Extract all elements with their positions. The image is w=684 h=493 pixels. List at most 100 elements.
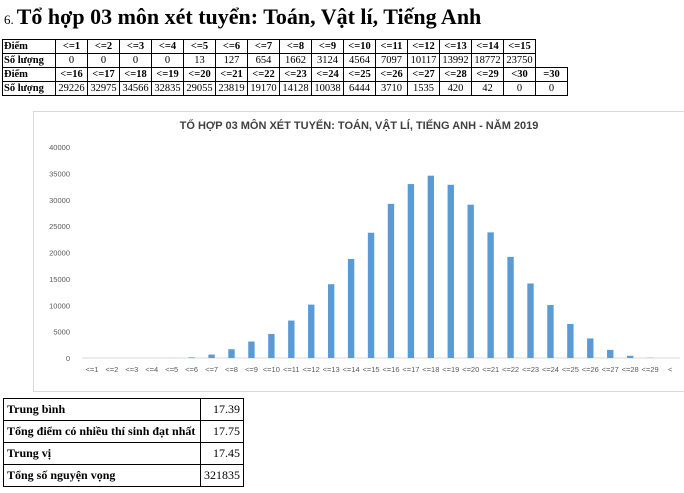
table-cell: 32835 <box>151 81 184 96</box>
table-cell: <=26 <box>375 67 408 82</box>
y-tick-label: 20000 <box>49 249 70 258</box>
table-cell: 10038 <box>311 81 344 96</box>
bar <box>288 320 295 358</box>
table-cell: 0 <box>151 53 184 68</box>
chart-container: 0 5000 10000 15000 20000 25000 30000 35000 40000… <box>33 111 684 392</box>
table-cell: 127 <box>215 53 248 68</box>
x-tick-label: <=24 <box>542 365 559 374</box>
bar <box>387 203 395 358</box>
table-row: Số lượng 0 0 0 0 13 127 654 1662 3124 4564 7097 1011… <box>2 53 568 68</box>
x-tick-label: <=26 <box>582 365 599 374</box>
stat-label: Tổng điểm có nhiều thí sinh đạt nhất <box>3 420 201 443</box>
bar <box>188 357 195 358</box>
table-cell: 23750 <box>503 53 536 68</box>
x-tick-label: <=21 <box>482 365 499 374</box>
row-label: Số lượng <box>2 53 56 68</box>
table-cell: 7097 <box>375 53 408 68</box>
page-title: 6. Tổ hợp 03 môn xét tuyển: Toán, Vật lí,… <box>4 4 481 33</box>
table-cell: <=3 <box>119 39 152 54</box>
table-cell: 4564 <box>343 53 376 68</box>
table-cell: 0 <box>535 81 568 96</box>
x-tick-label: <=3 <box>125 365 138 374</box>
table-cell: <30 <box>503 67 536 82</box>
stat-value: 321835 <box>200 464 244 487</box>
x-tick-label: <=2 <box>105 365 118 374</box>
table-cell: <=2 <box>87 39 120 54</box>
table-cell: <=18 <box>119 67 152 82</box>
bar <box>208 354 215 358</box>
y-tick-label: 30000 <box>49 196 70 205</box>
x-tick-label: <=5 <box>165 365 178 374</box>
bar <box>447 184 454 358</box>
bar <box>228 349 235 358</box>
bar <box>487 232 494 358</box>
table-cell: <=7 <box>247 39 280 54</box>
table-cell: <=11 <box>375 39 408 54</box>
table-cell: <=25 <box>343 67 376 82</box>
x-tick-label: <=17 <box>402 365 419 374</box>
x-tick-label: <=15 <box>362 365 379 374</box>
table-cell: 29226 <box>55 81 88 96</box>
bar <box>547 305 554 358</box>
bar <box>308 304 315 358</box>
bar <box>427 175 435 358</box>
table-cell: <=24 <box>311 67 344 82</box>
score-distribution-table: Điểm <=1 <=2 <=3 <=4 <=5 <=6 <=7 <=8 <=9 <=10 <=11 <… <box>2 39 568 96</box>
table-cell: 1535 <box>407 81 440 96</box>
x-tick-label: <=8 <box>225 365 238 374</box>
table-cell: 14128 <box>279 81 312 96</box>
table-cell: <=12 <box>407 39 440 54</box>
bar <box>527 283 534 358</box>
table-cell: <=20 <box>183 67 216 82</box>
stat-row: Trung vị 17.45 <box>3 442 244 465</box>
table-cell: <=9 <box>311 39 344 54</box>
table-cell: 23819 <box>215 81 248 96</box>
table-cell: <=4 <box>151 39 184 54</box>
bar <box>507 256 514 358</box>
table-cell: 10117 <box>407 53 440 68</box>
stat-value: 17.75 <box>200 420 244 443</box>
bar <box>327 284 335 358</box>
table-cell: 34566 <box>119 81 152 96</box>
table-cell: 1662 <box>279 53 312 68</box>
x-tick-label: <=10 <box>263 365 280 374</box>
chart-title: TỔ HỢP 03 MÔN XÉT TUYỂN: TOÁN, VẬT LÍ, T… <box>179 120 539 132</box>
table-cell: <=5 <box>183 39 216 54</box>
bar <box>626 355 634 358</box>
table-cell: <=6 <box>215 39 248 54</box>
x-tick-label: <=7 <box>205 365 218 374</box>
x-tick-label: <=6 <box>185 365 198 374</box>
y-tick-label: 0 <box>66 354 70 363</box>
table-cell: <=22 <box>247 67 280 82</box>
row-label: Số lượng <box>2 81 56 96</box>
table-cell: <=19 <box>151 67 184 82</box>
table-cell: <=17 <box>87 67 120 82</box>
table-cell: <=28 <box>439 67 472 82</box>
table-cell: <=16 <box>55 67 88 82</box>
stat-row: Trung bình 17.39 <box>3 398 244 421</box>
x-tick-label: <=14 <box>343 365 360 374</box>
x-tick-label: <=12 <box>303 365 320 374</box>
x-tick-label: < <box>668 365 673 374</box>
bar <box>407 184 415 358</box>
bar <box>467 204 474 358</box>
y-tick-label: 10000 <box>49 301 70 310</box>
stat-label: Trung vị <box>3 442 201 465</box>
table-cell: 3710 <box>375 81 408 96</box>
bar <box>607 349 614 358</box>
table-cell: 0 <box>87 53 120 68</box>
x-tick-label: <=16 <box>382 365 399 374</box>
table-cell: 0 <box>503 81 536 96</box>
table-cell: <=23 <box>279 67 312 82</box>
y-tick-label: 40000 <box>49 143 70 152</box>
table-cell: 3124 <box>311 53 344 68</box>
x-tick-label: <=9 <box>245 365 258 374</box>
table-cell: <=14 <box>471 39 504 54</box>
table-cell: <=15 <box>503 39 536 54</box>
table-cell: <=8 <box>279 39 312 54</box>
title-text: Tổ hợp 03 môn xét tuyển: Toán, Vật lí, T… <box>16 4 482 29</box>
table-cell: 0 <box>119 53 152 68</box>
table-cell: 13992 <box>439 53 472 68</box>
stat-value: 17.39 <box>200 398 244 421</box>
table-cell: 6444 <box>343 81 376 96</box>
